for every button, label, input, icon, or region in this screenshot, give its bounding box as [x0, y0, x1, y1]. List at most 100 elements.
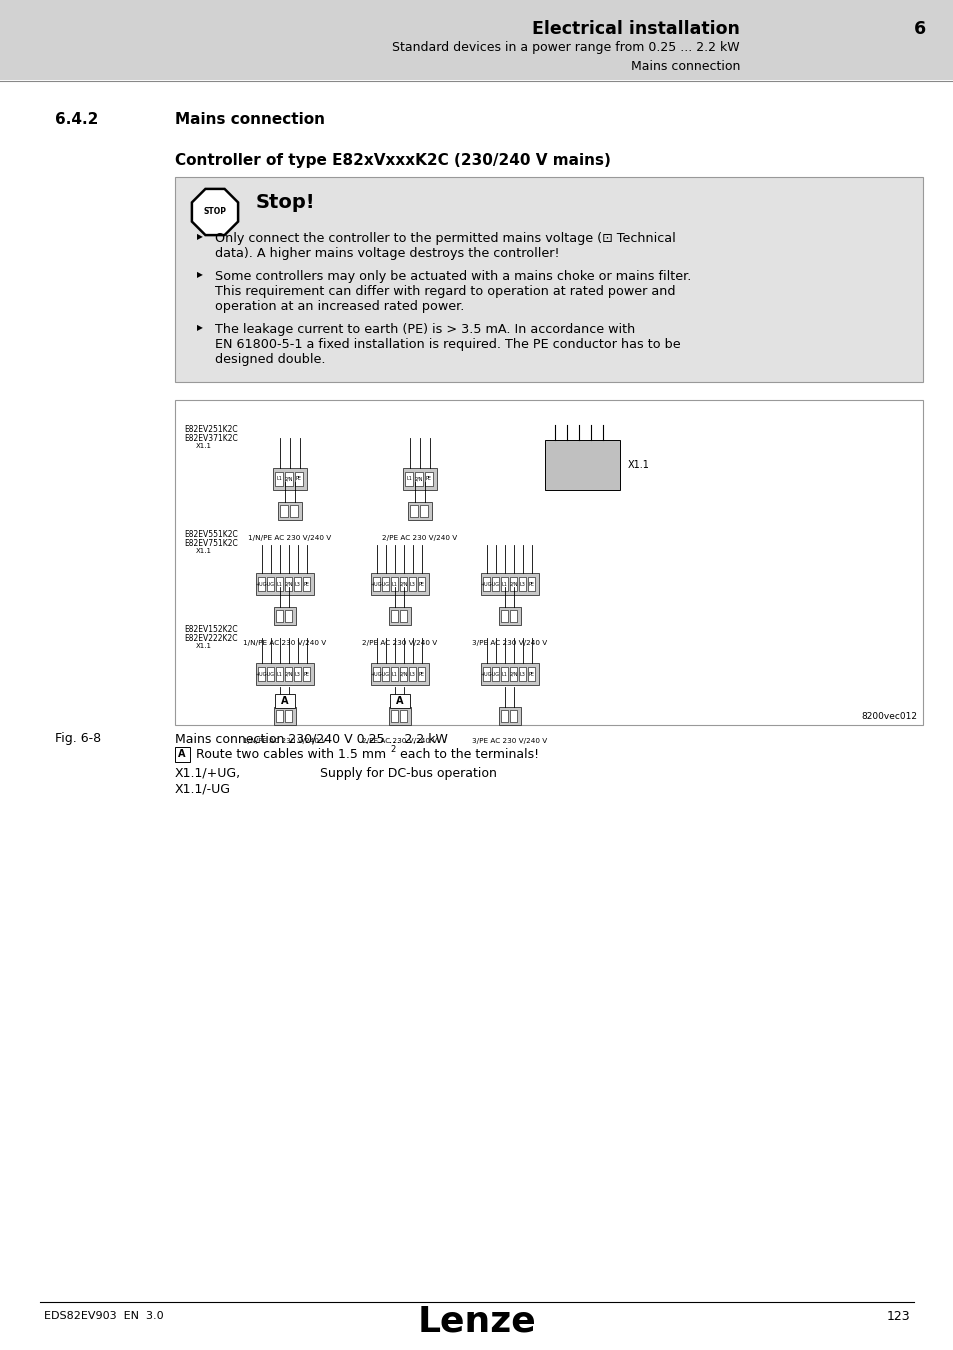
Text: A: A — [178, 749, 186, 759]
FancyBboxPatch shape — [402, 468, 436, 490]
Text: L1: L1 — [276, 582, 282, 586]
FancyBboxPatch shape — [391, 610, 397, 622]
FancyBboxPatch shape — [267, 576, 274, 591]
Text: 1/N/PE AC 230 V/240 V: 1/N/PE AC 230 V/240 V — [243, 640, 326, 647]
FancyBboxPatch shape — [510, 610, 517, 622]
Text: E82EV551K2C: E82EV551K2C — [184, 531, 237, 539]
FancyBboxPatch shape — [0, 0, 953, 80]
FancyBboxPatch shape — [417, 576, 424, 591]
Text: designed double.: designed double. — [214, 352, 325, 366]
Text: 2/PE AC 230 V/240 V: 2/PE AC 230 V/240 V — [362, 738, 437, 744]
FancyBboxPatch shape — [303, 667, 310, 680]
Text: 123: 123 — [885, 1310, 909, 1323]
FancyBboxPatch shape — [500, 667, 507, 680]
FancyBboxPatch shape — [273, 468, 307, 490]
FancyBboxPatch shape — [174, 747, 190, 761]
Text: 2/N: 2/N — [509, 671, 517, 676]
Text: 8200vec012: 8200vec012 — [861, 711, 916, 721]
Text: L3: L3 — [294, 582, 300, 586]
Text: 2/PE AC 230 V/240 V: 2/PE AC 230 V/240 V — [382, 535, 457, 541]
Text: EDS82EV903  EN  3.0: EDS82EV903 EN 3.0 — [44, 1311, 164, 1322]
Text: X1.1: X1.1 — [627, 460, 649, 470]
Text: L1: L1 — [275, 477, 282, 482]
Text: L1: L1 — [406, 477, 412, 482]
Text: 2/N: 2/N — [399, 671, 407, 676]
FancyBboxPatch shape — [480, 572, 538, 595]
Text: -UG: -UG — [491, 582, 499, 586]
FancyBboxPatch shape — [257, 576, 265, 591]
Text: 1/N/PE AC 230 V/240 V: 1/N/PE AC 230 V/240 V — [243, 738, 326, 744]
Text: 2/N: 2/N — [399, 582, 407, 586]
Text: 6.4.2: 6.4.2 — [55, 112, 98, 127]
Text: Fig. 6-8: Fig. 6-8 — [55, 732, 101, 745]
FancyBboxPatch shape — [518, 576, 525, 591]
FancyBboxPatch shape — [417, 667, 424, 680]
FancyBboxPatch shape — [255, 663, 314, 684]
FancyBboxPatch shape — [174, 400, 923, 725]
FancyBboxPatch shape — [257, 667, 265, 680]
Text: X1.1: X1.1 — [195, 643, 212, 649]
Text: -UG: -UG — [380, 582, 390, 586]
FancyBboxPatch shape — [492, 667, 498, 680]
Text: 2/N: 2/N — [284, 671, 293, 676]
Text: X1.1/-UG: X1.1/-UG — [174, 783, 231, 795]
FancyBboxPatch shape — [277, 502, 302, 520]
Text: 2/N: 2/N — [415, 477, 423, 482]
Text: L1: L1 — [391, 671, 397, 676]
Text: L3: L3 — [409, 582, 415, 586]
FancyBboxPatch shape — [285, 667, 292, 680]
FancyBboxPatch shape — [399, 576, 407, 591]
Text: PE: PE — [418, 582, 424, 586]
FancyBboxPatch shape — [399, 667, 407, 680]
Text: E82EV371K2C: E82EV371K2C — [184, 433, 237, 443]
Text: -UG: -UG — [380, 671, 390, 676]
Text: -UG: -UG — [266, 671, 274, 676]
Text: The leakage current to earth (PE) is > 3.5 mA. In accordance with: The leakage current to earth (PE) is > 3… — [214, 323, 635, 336]
Text: 1/N/PE AC 230 V/240 V: 1/N/PE AC 230 V/240 V — [248, 535, 332, 541]
Text: PE: PE — [426, 477, 432, 482]
FancyBboxPatch shape — [510, 667, 517, 680]
Text: X1.1: X1.1 — [195, 443, 212, 450]
Text: L3: L3 — [519, 671, 525, 676]
Polygon shape — [192, 189, 238, 235]
Text: Standard devices in a power range from 0.25 ... 2.2 kW: Standard devices in a power range from 0… — [392, 42, 740, 54]
Text: ▶: ▶ — [196, 323, 203, 332]
FancyBboxPatch shape — [500, 610, 507, 622]
FancyBboxPatch shape — [415, 472, 422, 486]
Text: E82EV251K2C: E82EV251K2C — [184, 425, 237, 433]
FancyBboxPatch shape — [381, 576, 389, 591]
FancyBboxPatch shape — [391, 667, 397, 680]
Text: L1: L1 — [276, 671, 282, 676]
FancyBboxPatch shape — [371, 663, 429, 684]
Text: L3: L3 — [409, 671, 415, 676]
Text: Stop!: Stop! — [255, 193, 315, 212]
Text: 2/N: 2/N — [284, 477, 293, 482]
FancyBboxPatch shape — [381, 667, 389, 680]
Text: L1: L1 — [391, 582, 397, 586]
Text: 3/PE AC 230 V/240 V: 3/PE AC 230 V/240 V — [472, 640, 547, 647]
Text: PE: PE — [418, 671, 424, 676]
Text: PE: PE — [303, 582, 309, 586]
Text: A: A — [395, 697, 403, 706]
Text: 6: 6 — [913, 20, 925, 38]
Text: -UG: -UG — [266, 582, 274, 586]
Text: Mains connection: Mains connection — [174, 112, 325, 127]
Text: Controller of type E82xVxxxK2C (230/240 V mains): Controller of type E82xVxxxK2C (230/240 … — [174, 154, 610, 169]
Text: X1.1/+UG,: X1.1/+UG, — [174, 767, 241, 779]
FancyBboxPatch shape — [409, 667, 416, 680]
FancyBboxPatch shape — [275, 710, 283, 722]
Text: +UG: +UG — [480, 671, 492, 676]
FancyBboxPatch shape — [290, 505, 297, 517]
FancyBboxPatch shape — [424, 472, 433, 486]
FancyBboxPatch shape — [544, 440, 619, 490]
Text: data). A higher mains voltage destroys the controller!: data). A higher mains voltage destroys t… — [214, 247, 558, 261]
FancyBboxPatch shape — [390, 694, 410, 707]
Text: PE: PE — [295, 477, 302, 482]
FancyBboxPatch shape — [294, 472, 303, 486]
FancyBboxPatch shape — [399, 710, 407, 722]
Text: A: A — [281, 697, 289, 706]
FancyBboxPatch shape — [405, 472, 413, 486]
Text: +UG: +UG — [255, 671, 267, 676]
Text: +UG: +UG — [371, 671, 382, 676]
Text: Mains connection: Mains connection — [630, 59, 740, 73]
